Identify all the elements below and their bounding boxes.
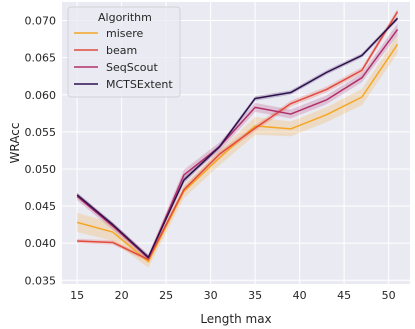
legend-label: SeqScout: [106, 61, 158, 74]
legend-title: Algorithm: [98, 11, 152, 24]
y-tick-label: 0.060: [25, 89, 57, 102]
legend-items: misere beam SeqScout MCTSExtent: [74, 27, 173, 91]
y-axis-title: WRAcc: [8, 123, 22, 164]
x-tick-label: 45: [337, 289, 351, 302]
x-tick-label: 30: [204, 289, 218, 302]
y-tick-label: 0.040: [25, 237, 57, 250]
series-lines: [76, 11, 399, 263]
y-tick-label: 0.035: [25, 274, 57, 287]
legend-label: misere: [106, 27, 144, 40]
legend-box: [67, 6, 181, 98]
legend-label: beam: [106, 44, 137, 57]
y-tick-labels: 0.035 0.040 0.045 0.050 0.055 0.060 0.065 0.070: [25, 15, 57, 288]
x-tick-label: 25: [159, 289, 173, 302]
series-line-mctsextent: [76, 17, 399, 259]
y-tick-label: 0.065: [25, 52, 57, 65]
x-axis-title: Length max: [200, 312, 271, 326]
y-tick-label: 0.055: [25, 126, 57, 139]
x-tick-label: 40: [293, 289, 307, 302]
x-tick-labels: 15 20 25 30 35 40 45 50: [70, 289, 396, 302]
x-tick-label: 20: [115, 289, 129, 302]
legend: Algorithm misere beam SeqScout MCTSExtent: [67, 6, 181, 98]
series-line-seqscout: [76, 29, 399, 259]
x-tick-label: 50: [382, 289, 396, 302]
y-tick-label: 0.050: [25, 163, 57, 176]
series-line-beam: [77, 11, 399, 261]
x-tick-label: 35: [248, 289, 262, 302]
x-tick-label: 15: [70, 289, 84, 302]
y-tick-label: 0.070: [25, 15, 57, 28]
y-tick-label: 0.045: [25, 200, 57, 213]
legend-label: MCTSExtent: [106, 78, 173, 91]
